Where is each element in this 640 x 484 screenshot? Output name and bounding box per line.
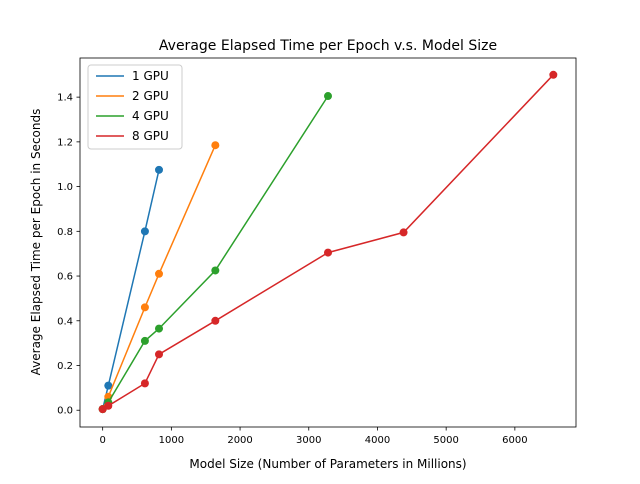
x-tick-label: 1000 [159,435,184,446]
x-tick-label: 4000 [365,435,390,446]
data-point [211,266,220,275]
legend-box [87,64,183,150]
data-point [399,228,408,237]
y-tick-label: 1.2 [57,137,73,148]
data-point [155,165,164,174]
series-line [102,74,554,410]
data-point [140,303,149,312]
y-axis-label: Average Elapsed Time per Epoch in Second… [29,109,43,376]
chart-title: Average Elapsed Time per Epoch v.s. Mode… [159,38,497,54]
data-point [324,92,332,101]
data-point [211,316,220,325]
data-point [155,269,164,278]
x-tick-label: 3000 [296,435,321,446]
data-point [549,70,558,79]
axes-frame [79,57,577,428]
legend-label: 8 GPU [132,129,169,143]
data-point [324,248,332,257]
y-tick-label: 0.2 [57,361,73,372]
data-point [140,336,149,345]
data-point [155,350,164,359]
data-point [104,401,113,410]
x-tick-label: 6000 [502,435,527,446]
data-point [211,141,220,150]
axes: 0 1000 2000 3000 4000 5000 6000 0.0 0.2 0.4 0.6 0.8… [57,57,577,446]
x-tick-label: 0 [99,435,105,446]
y-tick-label: 0.0 [57,406,73,417]
y-tick-label: 1.0 [57,182,73,193]
data-point [155,324,164,333]
legend: 1 GPU 2 GPU 4 GPU 8 GPU [87,64,183,150]
data-point [140,227,149,236]
x-axis-label: Model Size (Number of Parameters in Mill… [189,457,466,471]
y-tick-label: 0.6 [57,272,73,283]
y-tick-label: 0.4 [57,316,73,327]
y-tick-label: 0.8 [57,227,73,238]
data-point [140,379,149,388]
data-point [104,381,113,390]
x-tick-label: 2000 [227,435,252,446]
plot-area [98,70,558,414]
x-tick-label: 5000 [433,435,458,446]
legend-label: 2 GPU [132,89,169,103]
y-tick-label: 1.4 [57,93,73,104]
legend-label: 1 GPU [132,69,169,83]
legend-label: 4 GPU [132,109,169,123]
